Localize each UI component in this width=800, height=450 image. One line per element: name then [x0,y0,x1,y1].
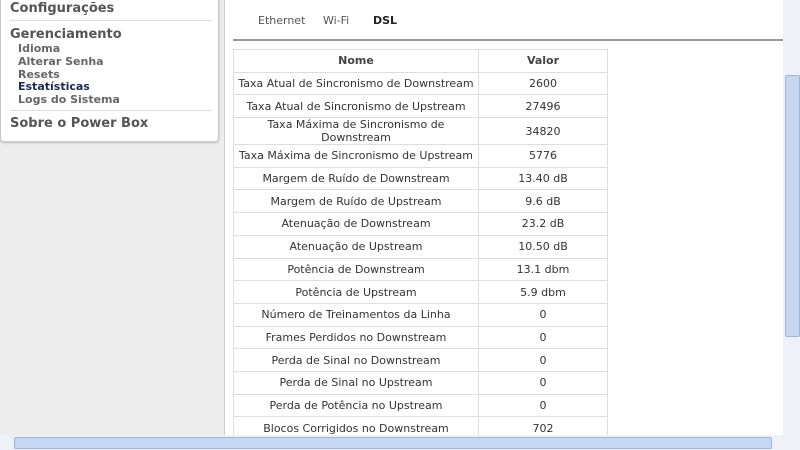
name-cell: Margem de Ruído de Upstream [233,189,479,214]
value-cell: 10.50 dB [478,234,608,259]
tab[interactable]: Wi-Fi [323,14,350,27]
value-cell: 0 [478,370,608,395]
table-row: Margem de Ruído de Downstream 13.40 dB [233,166,608,191]
value-cell: 0 [478,302,608,327]
menu-section[interactable]: Sobre o Power Box [10,116,149,131]
column-header: Nome [233,49,479,73]
value-cell: 13.40 dB [478,166,608,191]
menu-item[interactable]: Estatísticas [18,80,90,94]
tab-underline [233,39,784,41]
menu-section[interactable]: Configurações [10,1,115,16]
column-header: Valor [478,49,608,73]
table-row: Perda de Sinal no Upstream 0 [233,370,608,395]
table-row: Número de Treinamentos da Linha 0 [233,302,608,327]
name-cell: Taxa Máxima de Sincronismo de Downstream [233,117,479,146]
table-row: Potência de Downstream 13.1 dbm [233,257,608,282]
value-cell: 0 [478,348,608,372]
table-row: Taxa Atual de Sincronismo de Downstream 2… [233,71,608,96]
tab-active[interactable]: DSL [373,14,398,27]
table-row: Taxa Atual de Sincronismo de Upstream 274… [233,94,608,119]
name-cell: Potência de Upstream [233,280,479,304]
table-row: Taxa Máxima de Sincronismo de Downstream… [233,117,608,146]
table-row: Atenuação de Downstream 23.2 dB [233,212,608,236]
name-cell: Blocos Corrigidos no Downstream [233,416,479,440]
name-cell: Perda de Sinal no Downstream [233,348,479,372]
name-cell: Taxa Atual de Sincronismo de Downstream [233,71,479,96]
table-row: Taxa Máxima de Sincronismo de Upstream 57… [233,144,608,168]
value-cell: 5776 [478,144,608,168]
name-cell: Atenuação de Upstream [233,234,479,259]
name-cell: Frames Perdidos no Downstream [233,325,479,350]
value-cell: 27496 [478,94,608,119]
value-cell: 9.6 dB [478,189,608,214]
value-cell: 0 [478,393,608,418]
scroll-thumb[interactable] [14,437,772,449]
menu-item[interactable]: Resets [18,67,60,81]
table-row: Perda de Potência no Upstream 0 [233,393,608,418]
menu-item[interactable]: Logs do Sistema [18,93,120,107]
value-cell: 0 [478,325,608,350]
table-row: Potência de Upstream 5.9 dbm [233,280,608,304]
name-cell: Perda de Potência no Upstream [233,393,479,418]
value-cell: 13.1 dbm [478,257,608,282]
table-row: Margem de Ruído de Upstream 9.6 dB [233,189,608,214]
value-cell: 34820 [478,117,608,146]
name-cell: Taxa Atual de Sincronismo de Upstream [233,94,479,119]
separator [10,20,212,21]
scroll-thumb[interactable] [785,75,800,337]
menu-item[interactable]: Alterar Senha [18,54,104,68]
content: Ethernet Wi-Fi DSL Nome Valor Taxa Atual… [224,0,784,440]
separator [10,110,212,111]
value-cell: 5.9 dbm [478,280,608,304]
name-cell: Atenuação de Downstream [233,212,479,236]
sidebar: Configurações Gerenciamento Idioma Altera… [0,0,219,142]
name-cell: Perda de Sinal no Upstream [233,370,479,395]
name-cell: Número de Treinamentos da Linha [233,302,479,327]
table-row: Perda de Sinal no Downstream 0 [233,348,608,372]
table-row: Atenuação de Upstream 10.50 dB [233,234,608,259]
stats-table: Nome Valor Taxa Atual de Sincronismo de … [233,49,608,440]
menu-item[interactable]: Idioma [18,42,61,55]
name-cell: Taxa Máxima de Sincronismo de Upstream [233,144,479,168]
value-cell: 23.2 dB [478,212,608,236]
tab[interactable]: Ethernet [258,14,306,27]
name-cell: Margem de Ruído de Downstream [233,166,479,191]
name-cell: Potência de Downstream [233,257,479,282]
value-cell: 2600 [478,71,608,96]
table-row: Frames Perdidos no Downstream 0 [233,325,608,350]
menu-section[interactable]: Gerenciamento [10,27,122,42]
